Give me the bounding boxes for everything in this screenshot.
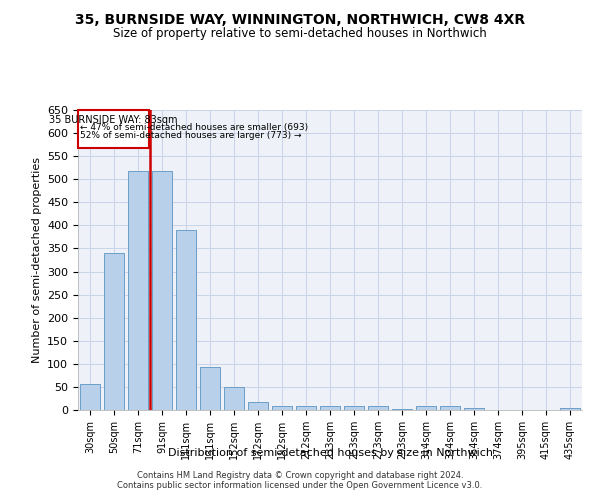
Text: Contains HM Land Registry data © Crown copyright and database right 2024.
Contai: Contains HM Land Registry data © Crown c… [118,470,482,490]
Bar [78,110,149,148]
Bar [104,253,124,410]
Bar [344,406,364,410]
Bar [176,230,196,410]
Bar [296,406,316,410]
Text: ← 47% of semi-detached houses are smaller (693): ← 47% of semi-detached houses are smalle… [80,123,308,132]
Bar [464,408,484,410]
Bar [200,367,220,410]
Text: Size of property relative to semi-detached houses in Northwich: Size of property relative to semi-detach… [113,28,487,40]
Text: 35 BURNSIDE WAY: 83sqm: 35 BURNSIDE WAY: 83sqm [49,114,178,124]
Bar [368,406,388,410]
Text: 52% of semi-detached houses are larger (773) →: 52% of semi-detached houses are larger (… [80,131,301,140]
Bar [272,406,292,410]
Bar [560,408,580,410]
Text: Distribution of semi-detached houses by size in Northwich: Distribution of semi-detached houses by … [167,448,493,458]
Bar [80,384,100,410]
Bar [128,172,148,410]
Bar [320,406,340,410]
Text: 35, BURNSIDE WAY, WINNINGTON, NORTHWICH, CW8 4XR: 35, BURNSIDE WAY, WINNINGTON, NORTHWICH,… [75,12,525,26]
Bar [224,387,244,410]
Bar [416,406,436,410]
Bar [248,402,268,410]
Bar [440,406,460,410]
Y-axis label: Number of semi-detached properties: Number of semi-detached properties [32,157,41,363]
Bar [392,409,412,410]
Bar [152,172,172,410]
